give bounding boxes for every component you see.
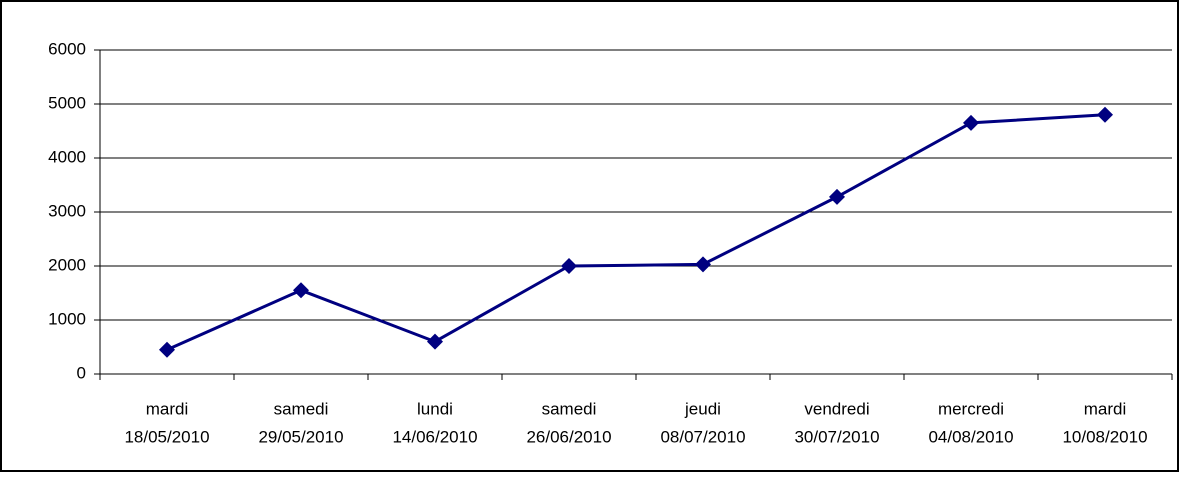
- x-tick-label: mercredi: [938, 399, 1004, 418]
- y-tick-label: 1000: [48, 309, 86, 328]
- y-tick-label: 5000: [48, 93, 86, 112]
- y-tick-label: 2000: [48, 255, 86, 274]
- data-marker: [293, 282, 309, 299]
- data-marker: [427, 333, 443, 350]
- x-tick-label: 29/05/2010: [258, 427, 343, 446]
- data-marker: [695, 256, 711, 273]
- x-tick-label: mardi: [146, 399, 189, 418]
- x-tick-label: 14/06/2010: [392, 427, 477, 446]
- x-tick-label: 30/07/2010: [794, 427, 879, 446]
- y-tick-label: 0: [77, 363, 86, 382]
- x-tick-label: 18/05/2010: [124, 427, 209, 446]
- x-tick-label: jeudi: [684, 399, 721, 418]
- y-tick-label: 3000: [48, 201, 86, 220]
- data-marker: [561, 258, 577, 274]
- data-marker: [963, 114, 979, 131]
- x-tick-label: samedi: [274, 399, 329, 418]
- data-marker: [1097, 106, 1113, 123]
- data-marker: [159, 341, 175, 358]
- data-marker: [829, 188, 845, 205]
- x-tick-label: samedi: [542, 399, 597, 418]
- x-tick-label: 08/07/2010: [660, 427, 745, 446]
- x-tick-label: mardi: [1084, 399, 1127, 418]
- y-tick-label: 4000: [48, 147, 86, 166]
- x-tick-label: 10/08/2010: [1062, 427, 1147, 446]
- x-tick-label: 04/08/2010: [928, 427, 1013, 446]
- x-tick-label: 26/06/2010: [526, 427, 611, 446]
- x-tick-label: lundi: [417, 399, 453, 418]
- data-line: [166, 113, 1106, 352]
- y-tick-label: 6000: [48, 39, 86, 58]
- x-tick-label: vendredi: [804, 399, 869, 418]
